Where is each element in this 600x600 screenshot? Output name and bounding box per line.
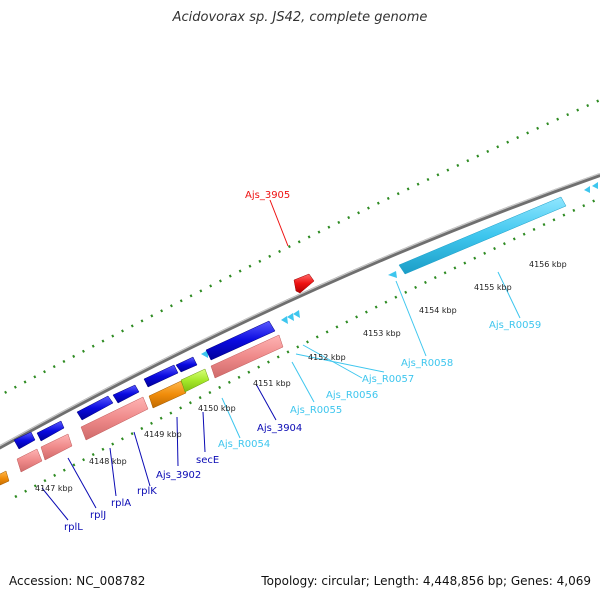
outer-dotted-ruler	[0, 98, 600, 397]
leader-rplJ	[67, 457, 97, 509]
gene-lime[interactable]	[180, 368, 210, 393]
gene-label-ajs-r0055[interactable]: Ajs_R0055	[290, 405, 342, 416]
gene-label-rplA[interactable]: rplA	[111, 498, 131, 509]
gene-label-ajs-r0054[interactable]: Ajs_R0054	[218, 439, 270, 450]
gene-label-ajs-r0059[interactable]: Ajs_R0059	[489, 320, 541, 331]
leader-ajs-r0054	[221, 397, 241, 439]
gene-ajs-3905[interactable]	[293, 273, 315, 294]
gene-label-secE[interactable]: secE	[196, 455, 219, 466]
gene-ajs-r0059[interactable]	[398, 196, 567, 275]
tick-4149kbp: 4149 kbp	[144, 430, 182, 439]
gene-pink-1[interactable]	[16, 448, 43, 473]
tick-4154kbp: 4154 kbp	[419, 306, 457, 315]
gene-label-rplL[interactable]: rplL	[64, 522, 83, 533]
leader-ajs-r0058	[395, 280, 427, 357]
leader-rplL	[41, 487, 69, 521]
gene-cds-blue-2[interactable]	[36, 420, 65, 442]
gene-cds-blue-1[interactable]	[13, 431, 36, 450]
rna-arrowhead-top-2[interactable]	[592, 182, 598, 189]
gene-label-ajs-3905[interactable]: Ajs_3905	[245, 190, 290, 201]
trna-arrowhead-4[interactable]	[201, 350, 208, 358]
tick-4151kbp: 4151 kbp	[253, 379, 291, 388]
gene-pink-4[interactable]	[210, 334, 284, 379]
leader-ajs-r0059	[497, 271, 521, 319]
leader-ajs-3902	[176, 416, 179, 467]
tick-4150kbp: 4150 kbp	[198, 404, 236, 413]
tick-4152kbp: 4152 kbp	[308, 353, 346, 362]
leader-ajs-r0057	[295, 353, 385, 373]
gene-orange-secE-region[interactable]	[148, 380, 187, 409]
gene-cds-blue-3[interactable]	[76, 395, 114, 421]
leader-ajs-3905	[269, 199, 289, 247]
features	[0, 182, 598, 486]
leader-rplK	[133, 431, 151, 487]
trna-arrowhead-3[interactable]	[293, 310, 300, 318]
rna-arrowhead-1[interactable]	[388, 271, 397, 278]
gene-label-ajs-r0056[interactable]: Ajs_R0056	[326, 390, 378, 401]
gene-orange-left[interactable]	[0, 470, 10, 486]
genome-summary-label: Topology: circular; Length: 4,448,856 bp…	[261, 574, 591, 588]
tick-4148kbp: 4148 kbp	[89, 457, 127, 466]
genome-backbone	[0, 173, 600, 450]
leader-rplA	[109, 447, 117, 497]
leader-ajs-3904	[255, 383, 277, 421]
tick-4147kbp: 4147 kbp	[35, 484, 73, 493]
trna-arrowhead-2[interactable]	[287, 313, 294, 321]
leader-ajs-r0055	[291, 361, 315, 403]
gene-cds-blue-5[interactable]	[143, 364, 179, 388]
tick-4153kbp: 4153 kbp	[363, 329, 401, 338]
gene-pink-2[interactable]	[40, 433, 73, 461]
accession-label: Accession: NC_008782	[9, 574, 146, 588]
gene-labels: rplL rplJ rplA rplK Ajs_3902 secE Ajs_R0…	[64, 190, 541, 533]
gene-label-ajs-3902[interactable]: Ajs_3902	[156, 470, 201, 481]
gene-pink-3[interactable]	[80, 396, 149, 441]
genome-title: Acidovorax sp. JS42, complete genome	[172, 10, 428, 25]
gene-label-ajs-r0057[interactable]: Ajs_R0057	[362, 374, 414, 385]
leader-secE	[202, 411, 206, 453]
tick-4155kbp: 4155 kbp	[474, 283, 512, 292]
gene-cds-blue-7[interactable]	[205, 320, 276, 361]
leader-lines	[41, 199, 521, 521]
gene-label-rplK[interactable]: rplK	[137, 486, 157, 497]
gene-label-ajs-3904[interactable]: Ajs_3904	[257, 423, 302, 434]
gene-cds-blue-6[interactable]	[175, 356, 198, 373]
tick-4156kbp: 4156 kbp	[529, 260, 567, 269]
trna-arrowhead-1[interactable]	[281, 316, 288, 324]
gene-label-ajs-r0058[interactable]: Ajs_R0058	[401, 358, 453, 369]
genome-backbone-highlight	[0, 172, 600, 447]
position-ticks: 4147 kbp 4148 kbp 4149 kbp 4150 kbp 4151…	[35, 260, 567, 493]
gene-label-rplJ[interactable]: rplJ	[90, 510, 106, 521]
gene-cds-blue-4[interactable]	[112, 384, 140, 404]
rna-arrowhead-top-1[interactable]	[584, 186, 590, 193]
